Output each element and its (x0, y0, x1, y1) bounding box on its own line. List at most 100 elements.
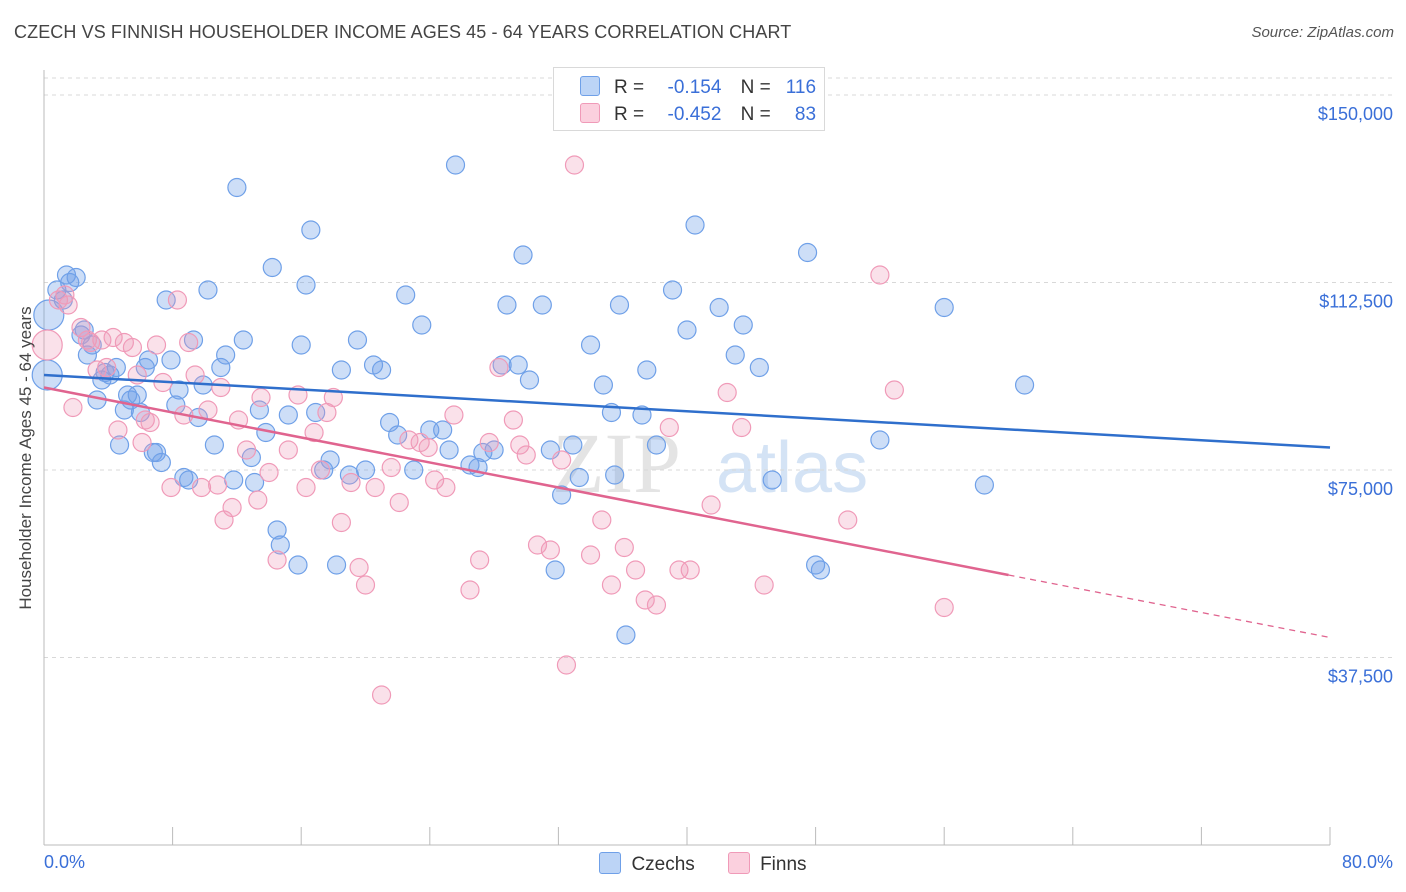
czech-point (593, 375, 614, 395)
y-tick-labels: $37,500 $75,000 $112,500 $150,000 (1318, 104, 1393, 687)
stats-legend: R = -0.154 N = 116 R = -0.452 N = 83 (553, 67, 825, 131)
finn-point (479, 432, 499, 453)
czech-point (211, 357, 231, 378)
legend-row-czechs: R = -0.154 N = 116 (580, 76, 816, 100)
finn-point (371, 685, 392, 705)
finn-point (580, 545, 601, 565)
czech-point (296, 275, 316, 295)
czech-point (355, 460, 376, 480)
finn-point (418, 437, 438, 458)
finn-point (97, 357, 117, 378)
finn-point (331, 512, 351, 533)
finn-point (349, 557, 369, 578)
czech-point (569, 467, 589, 488)
finn-point (399, 430, 419, 450)
finn-point (108, 420, 128, 440)
finns-swatch (580, 103, 600, 123)
czech-point (646, 435, 667, 455)
finn-point (132, 432, 152, 453)
finn-point (540, 540, 560, 560)
czech-point (513, 245, 533, 265)
finn-point (552, 450, 572, 470)
czech-point (733, 315, 753, 335)
finn-point (222, 497, 242, 518)
legend-item-czechs[interactable]: Czechs (599, 852, 695, 876)
finn-point (717, 382, 737, 403)
finn-point (140, 412, 160, 433)
czech-point (974, 475, 994, 495)
finn-point (669, 560, 689, 580)
czech-point (66, 267, 86, 288)
finn-point (460, 580, 480, 600)
legend-r-label: R = (614, 104, 645, 125)
finn-point (436, 477, 456, 498)
czech-point (662, 280, 683, 300)
finn-point (31, 329, 63, 361)
finn-point (646, 595, 667, 615)
czech-point (404, 460, 424, 480)
legend-n-label: N = (740, 104, 771, 125)
finn-point (870, 265, 890, 285)
czech-point (267, 520, 287, 540)
series-legend: Czechs Finns (0, 852, 1406, 876)
czech-point (388, 425, 408, 445)
finn-point (659, 417, 679, 438)
chart-title: CZECH VS FINNISH HOUSEHOLDER INCOME AGES… (14, 22, 792, 42)
czech-trend-line (43, 373, 1331, 449)
watermark-zip: ZIP (552, 415, 681, 511)
finn-point (191, 477, 212, 498)
finn-point (680, 560, 700, 580)
czech-point (1014, 375, 1035, 395)
finn-point (355, 575, 376, 595)
czech-point (632, 405, 652, 425)
czech-point (445, 155, 466, 175)
czech-point (580, 335, 601, 355)
finn-point (503, 410, 523, 430)
czech-point (563, 435, 583, 455)
finn-point (296, 477, 316, 498)
finn-point (323, 387, 343, 408)
finn-point (601, 575, 622, 595)
finn-point (92, 330, 112, 350)
finn-point (614, 537, 634, 558)
czechs-legend-label: Czechs (631, 854, 695, 875)
czech-point (227, 177, 247, 198)
gridlines (44, 77, 1395, 658)
finn-point (444, 405, 464, 425)
czech-point (677, 320, 697, 340)
czech-point (109, 435, 130, 455)
finn-point (934, 597, 954, 618)
finn-point (556, 655, 577, 675)
czech-point (216, 345, 236, 365)
finn-point (527, 535, 548, 555)
czech-point (492, 355, 512, 375)
finn-trend-extension (1008, 574, 1331, 639)
y-tick-label: $112,500 (1319, 292, 1393, 312)
czech-point (616, 625, 636, 645)
czech-point (934, 297, 954, 318)
legend-r-label: R = (614, 77, 645, 98)
finn-point (838, 510, 858, 530)
axes (43, 70, 1331, 846)
y-axis-label: Householder Income Ages 45 - 64 years (16, 306, 35, 610)
czech-point (396, 285, 416, 305)
czech-point (473, 442, 493, 463)
legend-item-finns[interactable]: Finns (728, 852, 807, 876)
czechs-swatch (580, 76, 600, 96)
czechs-n-value: 116 (785, 77, 817, 98)
finn-point (236, 440, 257, 460)
legend-n-label: N = (740, 77, 771, 98)
czech-point (127, 385, 147, 405)
czech-point (224, 470, 244, 490)
czech-point (685, 215, 705, 235)
czech-point (204, 435, 224, 455)
y-tick-label: $37,500 (1328, 667, 1393, 687)
czech-point (532, 295, 552, 315)
finn-point (103, 327, 123, 348)
source-label: Source: ZipAtlas.com (1251, 24, 1394, 41)
czech-point (151, 452, 171, 473)
czech-point (725, 345, 745, 365)
czech-point (301, 220, 321, 240)
czech-point (762, 470, 782, 490)
czech-point (545, 560, 565, 580)
